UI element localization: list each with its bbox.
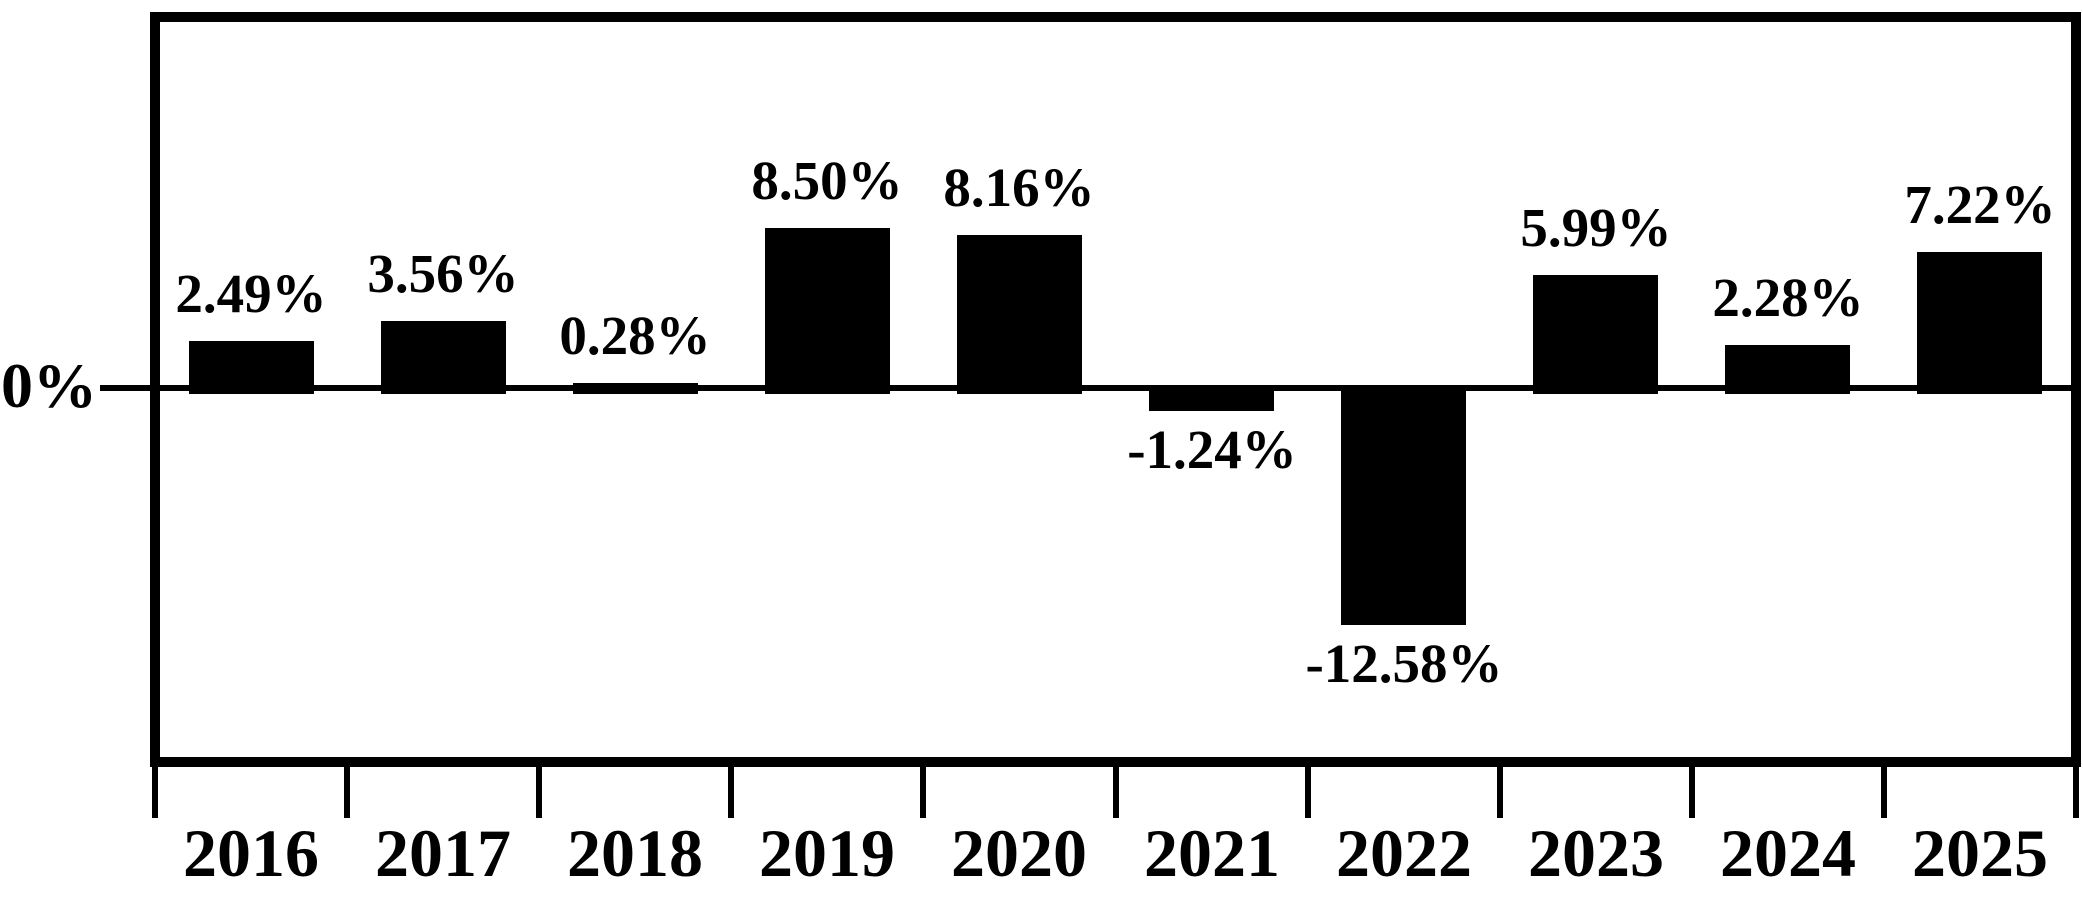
value-label: 2.28%: [1712, 267, 1864, 328]
x-tick-label: 2024: [1720, 815, 1856, 891]
x-axis-tick: [344, 760, 351, 818]
bar-2016: [189, 341, 314, 394]
x-axis-tick: [536, 760, 543, 818]
value-label: 5.99%: [1520, 197, 1672, 258]
value-label: 8.50%: [751, 150, 903, 211]
x-axis-tick: [1496, 760, 1503, 818]
value-label: 2.49%: [175, 263, 327, 324]
x-tick-label: 2025: [1912, 815, 2048, 891]
value-label: 8.16%: [943, 157, 1095, 218]
value-label: -1.24%: [1127, 419, 1297, 480]
bar-2024: [1725, 345, 1850, 394]
x-axis-tick: [728, 760, 735, 818]
bar-2017: [381, 321, 506, 394]
x-tick-label: 2022: [1336, 815, 1472, 891]
value-label: 0.28%: [559, 305, 711, 366]
value-label: 7.22%: [1904, 174, 2056, 235]
x-axis-tick: [1304, 760, 1311, 818]
bar-2020: [957, 235, 1082, 394]
bar-2025: [1917, 252, 2042, 394]
bar-2019: [765, 228, 890, 394]
x-axis-tick: [2073, 760, 2079, 818]
x-tick-label: 2018: [567, 815, 703, 891]
x-tick-label: 2020: [951, 815, 1087, 891]
bar-2021: [1149, 385, 1274, 411]
value-label: -12.58%: [1305, 633, 1503, 694]
zero-axis-tick: [100, 385, 160, 391]
bar-2018: [573, 383, 698, 394]
bar-2023: [1533, 275, 1658, 394]
x-tick-label: 2017: [375, 815, 511, 891]
x-tick-label: 2021: [1144, 815, 1280, 891]
x-tick-label: 2023: [1528, 815, 1664, 891]
x-tick-label: 2019: [759, 815, 895, 891]
x-tick-label: 2016: [183, 815, 319, 891]
x-axis-tick: [1688, 760, 1695, 818]
x-axis-tick: [920, 760, 927, 818]
zero-axis-label: 0%: [1, 350, 97, 421]
zero-baseline: [158, 385, 2075, 391]
bar-2022: [1341, 385, 1466, 625]
value-label: 3.56%: [367, 243, 519, 304]
x-axis-tick: [1112, 760, 1119, 818]
x-axis-tick: [1880, 760, 1887, 818]
x-axis-tick: [152, 760, 158, 818]
